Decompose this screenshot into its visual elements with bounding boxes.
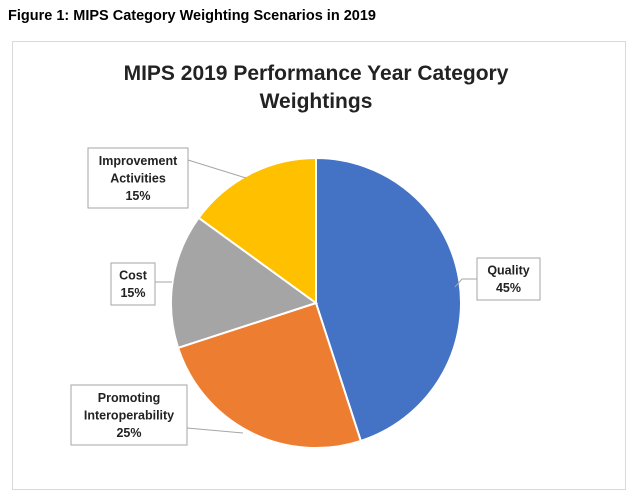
leader-line	[454, 278, 477, 288]
pie-slice-promoting-interoperability	[176, 301, 363, 449]
chart-title-line-2: Weightings	[260, 90, 373, 113]
leader-line	[187, 159, 247, 179]
data-label-value: 25%	[116, 426, 141, 440]
data-label-name: Interoperability	[84, 408, 174, 422]
chart-title-line-1: MIPS 2019 Performance Year Category	[124, 62, 509, 85]
data-label-box	[110, 262, 156, 306]
data-label-box	[87, 147, 189, 209]
data-label-value: 15%	[125, 189, 150, 203]
leader-line	[186, 427, 244, 434]
pie-slice-improvement-activities	[197, 156, 317, 305]
data-label-box	[70, 384, 188, 446]
data-label-name: Quality	[487, 264, 529, 278]
data-label-value: 15%	[120, 286, 145, 300]
data-label-value: 45%	[496, 281, 521, 295]
figure-caption: Figure 1: MIPS Category Weighting Scenar…	[8, 8, 376, 24]
pie-slice-quality	[315, 156, 462, 443]
data-label-name: Promoting	[98, 391, 161, 405]
pie-slice-cost	[170, 216, 319, 350]
data-label-name: Improvement	[99, 154, 178, 168]
data-label-box	[476, 257, 541, 301]
data-label-name: Cost	[119, 269, 148, 283]
data-label-name: Activities	[110, 171, 166, 185]
